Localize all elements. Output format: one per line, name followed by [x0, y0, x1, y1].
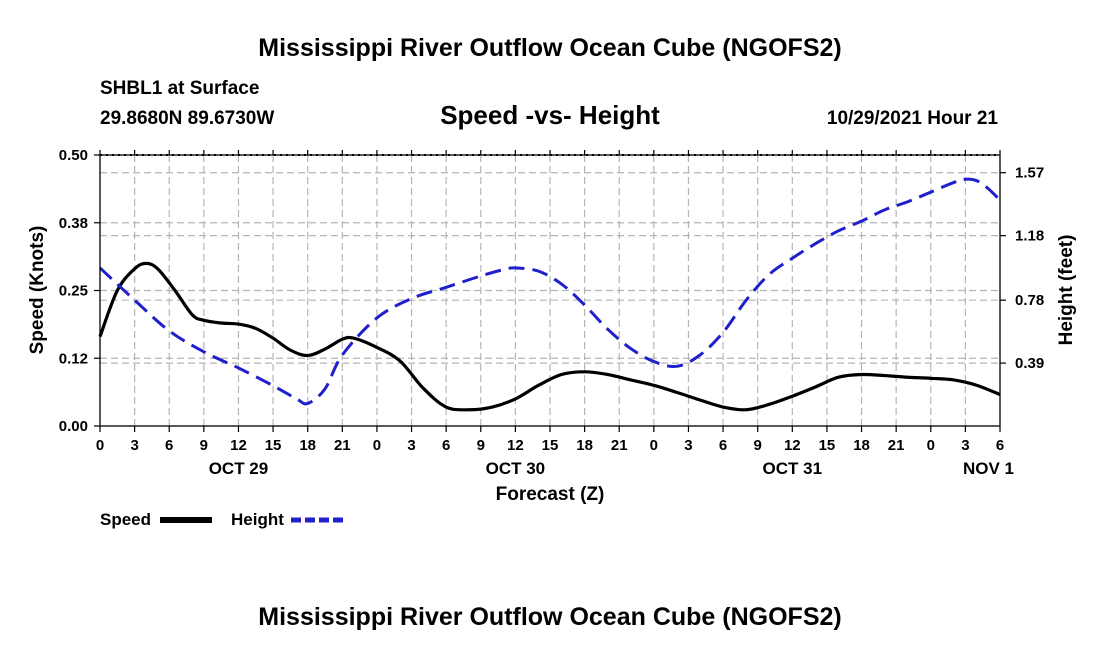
legend-height-label: Height — [231, 510, 284, 529]
x-tick-label: 15 — [819, 437, 836, 454]
x-tick-label: 6 — [719, 437, 727, 454]
x-tick-label: 18 — [576, 437, 593, 454]
date-label: OCT 30 — [486, 459, 546, 478]
footer-title: Mississippi River Outflow Ocean Cube (NG… — [258, 603, 841, 631]
y2-tick-label: 0.39 — [1015, 355, 1044, 372]
x-tick-label: 0 — [373, 437, 381, 454]
data-series — [98, 177, 1002, 412]
x-tick-label: 0 — [650, 437, 658, 454]
x-axis-label: Forecast (Z) — [496, 484, 605, 505]
x-tick-label: 12 — [507, 437, 524, 454]
x-tick-label: 3 — [684, 437, 692, 454]
chart-subtitle: Speed -vs- Height — [440, 100, 660, 130]
x-tick-label: 0 — [96, 437, 104, 454]
x-tick-label: 15 — [265, 437, 282, 454]
y-tick-label: 0.50 — [59, 147, 88, 164]
x-tick-label: 12 — [784, 437, 801, 454]
x-tick-label: 3 — [961, 437, 969, 454]
y-tick-label: 0.00 — [59, 418, 88, 435]
date-label: OCT 29 — [209, 459, 269, 478]
y-tick-label: 0.25 — [59, 283, 88, 300]
y2-tick-label: 1.57 — [1015, 165, 1044, 182]
series-line-speed — [98, 261, 1001, 412]
x-tick-label: 3 — [407, 437, 415, 454]
y2-tick-label: 0.78 — [1015, 292, 1044, 309]
x-tick-label: 12 — [230, 437, 247, 454]
x-tick-label: 9 — [477, 437, 485, 454]
x-tick-label: 6 — [996, 437, 1004, 454]
grid-lines — [100, 155, 1000, 426]
x-tick-label: 21 — [888, 437, 905, 454]
date-label: OCT 31 — [763, 459, 823, 478]
series-line-height — [98, 177, 1002, 406]
datetime-label: 10/29/2021 Hour 21 — [827, 108, 999, 129]
chart-title: Mississippi River Outflow Ocean Cube (NG… — [258, 34, 841, 62]
x-tick-label: 9 — [754, 437, 762, 454]
x-tick-label: 6 — [165, 437, 173, 454]
y2-tick-label: 1.18 — [1015, 228, 1044, 245]
y2-axis-label: Height (feet) — [1056, 235, 1077, 346]
x-tick-label: 21 — [334, 437, 351, 454]
x-tick-label: 9 — [200, 437, 208, 454]
y-tick-label: 0.12 — [59, 350, 88, 367]
x-tick-label: 15 — [542, 437, 559, 454]
coordinates-label: 29.8680N 89.6730W — [100, 108, 274, 129]
axes: 0 3 6 9 12 15 18 21 0 3 6 9 12 15 18 21 0 3 6 9 12 15 18 21 0 3 6 O… — [59, 147, 1044, 478]
x-tick-label: 18 — [299, 437, 316, 454]
legend: Speed Height — [100, 510, 343, 529]
x-tick-label: 6 — [442, 437, 450, 454]
legend-speed-label: Speed — [100, 510, 151, 529]
y-tick-label: 0.38 — [59, 215, 88, 232]
x-tick-label: 21 — [611, 437, 628, 454]
y-axis-label: Speed (Knots) — [27, 226, 48, 355]
x-tick-label: 3 — [130, 437, 138, 454]
station-label: SHBL1 at Surface — [100, 78, 259, 99]
x-tick-label: 0 — [927, 437, 935, 454]
x-tick-label: 18 — [853, 437, 870, 454]
date-label: NOV 1 — [963, 459, 1014, 478]
